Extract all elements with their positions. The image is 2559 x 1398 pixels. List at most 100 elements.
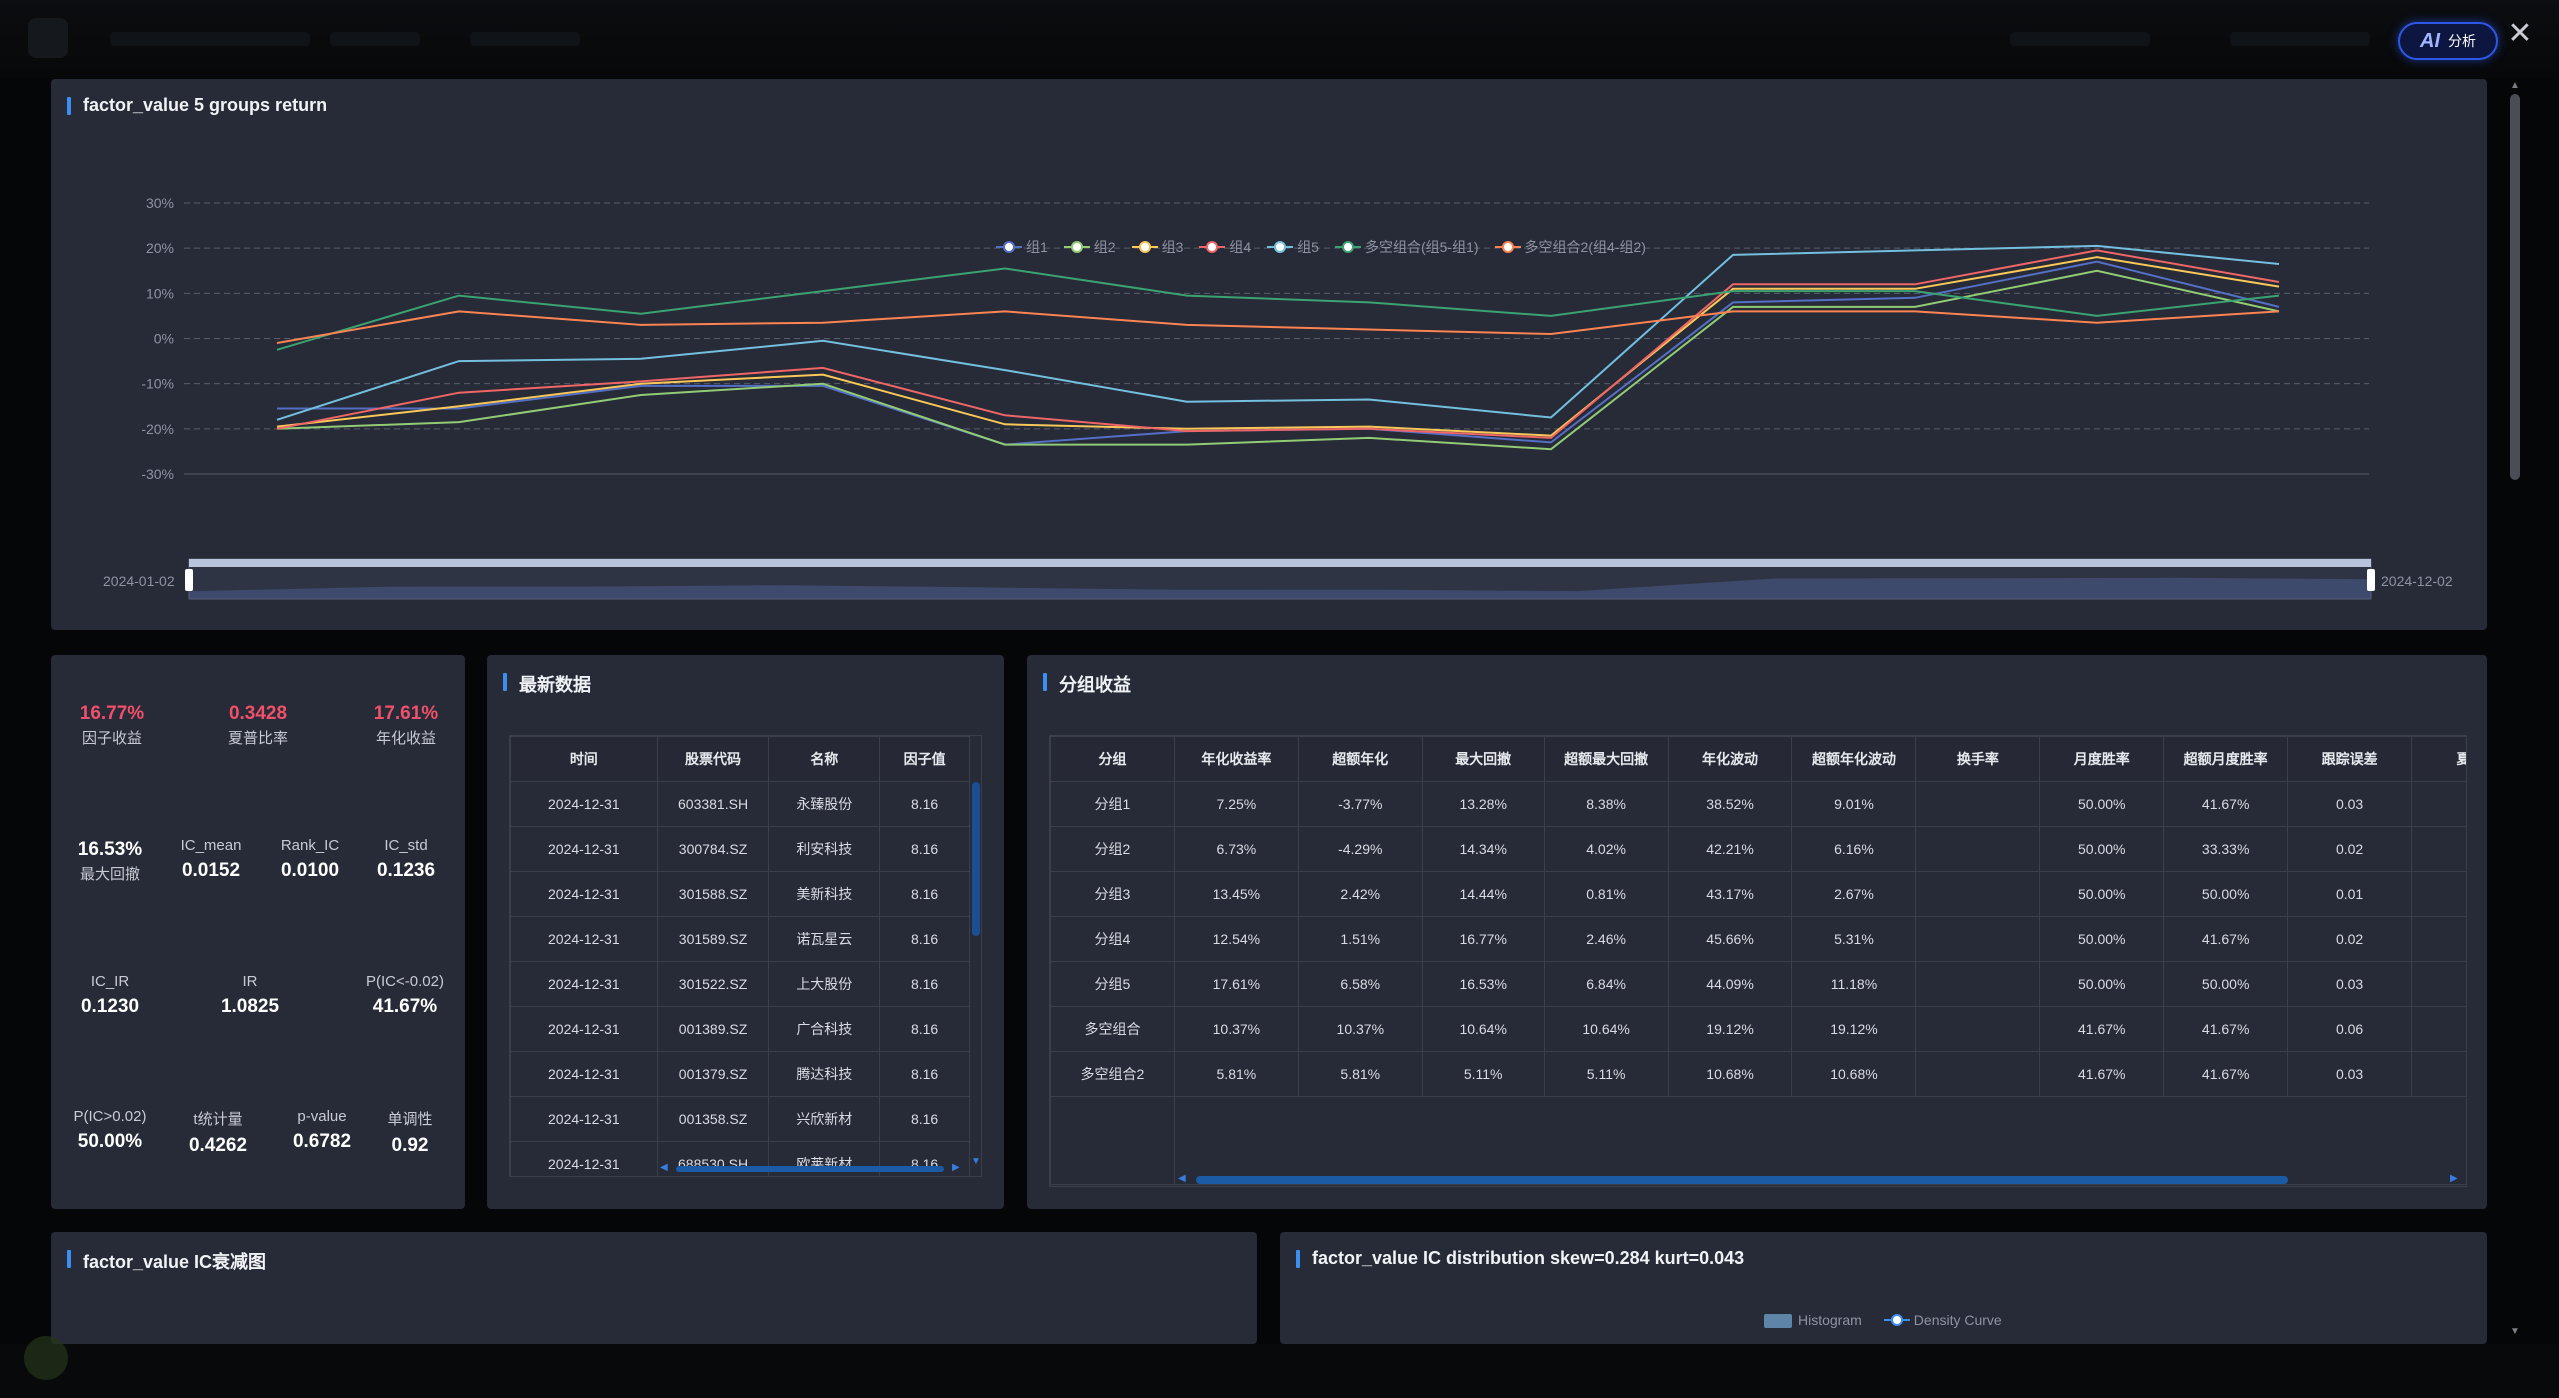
scroll-up-arrow-icon[interactable]: ▲ [2510, 80, 2520, 91]
latest-col-header[interactable]: 名称 [768, 736, 881, 782]
latest-horizontal-scrollbar[interactable] [676, 1166, 944, 1172]
legend-item[interactable]: 组5 [1267, 237, 1319, 257]
series-line [276, 256, 2280, 437]
table-row[interactable]: 2024-12-31 301589.SZ 诺瓦星云 8.16 [510, 916, 970, 962]
legend-item[interactable]: 组4 [1199, 237, 1251, 257]
page-scrollbar-thumb[interactable] [2510, 94, 2520, 480]
scroll-down-arrow-icon[interactable]: ▼ [971, 1156, 981, 1167]
table-cell: 50.00% [2039, 781, 2165, 827]
legend-swatch-icon [996, 240, 1022, 254]
table-row[interactable]: 分组2 6.73% -4.29% 14.34% 4.02% 42.21% 6.16% 50.0… [1050, 826, 2466, 872]
scroll-left-arrow-icon[interactable]: ◀ [660, 1162, 668, 1173]
latest-col-header[interactable]: 股票代码 [656, 736, 770, 782]
group-col-header[interactable]: 超额月度胜率 [2163, 736, 2289, 782]
legend-swatch-icon [1267, 240, 1294, 254]
zoom-end-handle[interactable] [2367, 569, 2375, 591]
table-cell: 2024-12-31 [510, 826, 658, 872]
table-cell: 301522.SZ [656, 961, 770, 1007]
group-col-header[interactable]: 超额年化波动 [1791, 736, 1917, 782]
table-row[interactable]: 分组1 7.25% -3.77% 13.28% 8.38% 38.52% 9.01% 50.0… [1050, 781, 2466, 827]
ai-analysis-button[interactable]: AI 分析 [2398, 22, 2498, 60]
table-cell: 2024-12-31 [510, 1141, 658, 1176]
table-cell: 6.73% [1173, 826, 1299, 872]
ai-icon: AI [2420, 29, 2440, 52]
group-col-header[interactable]: 最大回撤 [1421, 736, 1545, 782]
table-cell: 2024-12-31 [510, 1051, 658, 1097]
group-returns-table-wrap[interactable]: 分组 年化收益率 超额年化 最大回撤 超额最大回撤 年化波动 超额年化波动 换手率 月度胜率 超额… [1049, 735, 2467, 1187]
zoom-start-handle[interactable] [185, 569, 193, 591]
table-cell: 利安科技 [768, 826, 881, 872]
table-cell: 多空组合2 [1050, 1051, 1175, 1097]
table-row[interactable]: 2024-12-31 001358.SZ 兴欣新材 8.16 [510, 1096, 970, 1142]
legend-density-curve[interactable]: Density Curve [1883, 1312, 2002, 1328]
table-cell: 41.67% [2039, 1006, 2165, 1052]
series-line [277, 260, 2280, 446]
table-cell: 13.28% [1421, 781, 1545, 827]
table-cell: 2024-12-31 [510, 916, 658, 962]
group-col-header[interactable]: 年化波动 [1667, 736, 1793, 782]
group-col-header[interactable]: 夏普 [2411, 736, 2466, 782]
scroll-right-arrow-icon[interactable]: ▶ [2450, 1173, 2458, 1184]
latest-col-header[interactable]: 因子值 [879, 736, 970, 782]
group-returns-table: 分组 年化收益率 超额年化 最大回撤 超额最大回撤 年化波动 超额年化波动 换手率 月度胜率 超额… [1050, 736, 2466, 1185]
zoom-preview [189, 577, 2371, 599]
table-row[interactable]: 2024-12-31 001379.SZ 腾达科技 8.16 [510, 1051, 970, 1097]
legend-item[interactable]: 多空组合2(组4-组2) [1494, 237, 1646, 257]
legend-item[interactable]: 多空组合(组5-组1) [1334, 237, 1479, 257]
legend-swatch-icon [1334, 240, 1361, 254]
histogram-swatch-icon [1764, 1314, 1792, 1329]
table-row[interactable]: 2024-12-31 300784.SZ 利安科技 8.16 [510, 826, 970, 872]
table-row[interactable]: 分组4 12.54% 1.51% 16.77% 2.46% 45.66% 5.31% 50.0… [1050, 916, 2466, 962]
ai-analysis-label: 分析 [2448, 33, 2476, 49]
group-col-header[interactable]: 超额最大回撤 [1543, 736, 1669, 782]
stat-ic-std: IC_std 0.1236 [376, 837, 436, 881]
legend-item[interactable]: 组2 [1063, 237, 1116, 257]
latest-data-table-wrap[interactable]: 时间 股票代码 名称 因子值 2024-12-31 603381.SH 永臻股份 8.16 2… [509, 735, 982, 1177]
legend-item[interactable]: 组3 [1131, 237, 1183, 257]
legend-label: 多空组合(组5-组1) [1364, 239, 1479, 255]
scroll-left-arrow-icon[interactable]: ◀ [1178, 1173, 1186, 1184]
scroll-down-arrow-icon[interactable]: ▼ [2510, 1326, 2520, 1337]
y-tick-label: 30% [146, 195, 174, 211]
close-icon[interactable]: ✕ [2507, 17, 2533, 50]
table-row[interactable]: 2024-12-31 603381.SH 永臻股份 8.16 [510, 781, 970, 827]
table-cell: 6.16% [1791, 826, 1917, 872]
group-horizontal-scrollbar[interactable] [1196, 1176, 2288, 1184]
legend-label: 组5 [1297, 239, 1319, 255]
stat-max-drawdown: 16.53% 最大回撤 [77, 839, 143, 883]
table-cell: 8.16 [879, 1051, 970, 1097]
y-tick-label: 20% [146, 240, 174, 256]
table-cell: 8.16 [879, 1096, 970, 1142]
table-cell: 0.03 [2287, 781, 2413, 827]
group-col-header[interactable]: 超额年化 [1297, 736, 1423, 782]
table-row[interactable]: 多空组合2 5.81% 5.81% 5.11% 5.11% 10.68% 10.68% 41.… [1050, 1051, 2466, 1097]
group-col-header[interactable]: 年化收益率 [1173, 736, 1299, 782]
scroll-right-arrow-icon[interactable]: ▶ [952, 1162, 960, 1173]
latest-vertical-scrollbar[interactable] [972, 782, 980, 936]
group-return-chart[interactable]: 30% 20% 10% 0% -10% -20% -30% [51, 79, 2487, 630]
table-row[interactable]: 分组5 17.61% 6.58% 16.53% 6.84% 44.09% 11.18% 50.… [1050, 961, 2466, 1007]
group-col-header[interactable]: 分组 [1050, 736, 1175, 782]
latest-col-header[interactable]: 时间 [510, 736, 658, 782]
group-col-header[interactable]: 换手率 [1915, 736, 2041, 782]
legend-histogram[interactable]: Histogram [1764, 1312, 1862, 1329]
table-cell: 腾达科技 [768, 1051, 881, 1097]
group-col-header[interactable]: 月度胜率 [2039, 736, 2165, 782]
table-cell: 分组2 [1050, 826, 1175, 872]
table-row[interactable]: 2024-12-31 301522.SZ 上大股份 8.16 [510, 961, 970, 1007]
table-row[interactable]: 2024-12-31 301588.SZ 美新科技 8.16 [510, 871, 970, 917]
page-scrollbar[interactable]: ▲ ▼ [2508, 80, 2522, 1342]
table-cell: 0.03 [2287, 961, 2413, 1007]
group-col-header[interactable]: 跟踪误差 [2287, 736, 2413, 782]
series-line [276, 249, 2280, 439]
legend-item[interactable]: 组1 [996, 237, 1048, 257]
table-cell: 45.66% [1667, 916, 1793, 962]
table-row[interactable]: 分组3 13.45% 2.42% 14.44% 0.81% 43.17% 2.67% 50.0… [1050, 871, 2466, 917]
table-cell: -3.77% [1297, 781, 1423, 827]
group-returns-title: 分组收益 [1043, 671, 1131, 697]
table-row[interactable]: 多空组合 10.37% 10.37% 10.64% 10.64% 19.12% 19.12%… [1050, 1006, 2466, 1052]
table-row[interactable]: 2024-12-31 001389.SZ 广合科技 8.16 [510, 1006, 970, 1052]
table-cell: 0 [2411, 871, 2466, 917]
zoom-end-label: 2024-12-02 [2381, 573, 2453, 589]
stat-ir: IR 1.0825 [220, 973, 280, 1017]
